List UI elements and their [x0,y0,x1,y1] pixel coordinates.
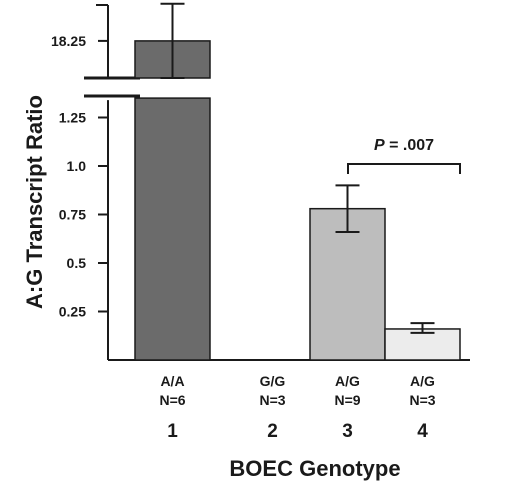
y-ticks: 0.25 0.5 0.75 1.0 1.25 18.25 [51,33,108,320]
y-tick-label: 1.25 [59,110,86,126]
category-genotype-label: A/G [410,373,435,389]
category-genotype-label: A/G [335,373,360,389]
y-axis-label: A:G Transcript Ratio [22,95,47,309]
bar-1-lower [134,97,211,361]
category-n-label: N=6 [159,392,185,408]
y-tick-label: 0.25 [59,304,86,320]
p-value-label: P = .007 [374,137,434,154]
category-genotype-label: G/G [260,373,286,389]
error-bars [160,2,435,334]
category-number-label: 4 [417,421,428,442]
y-tick-label: 1.0 [67,158,87,174]
x-axis-label: BOEC Genotype [229,456,400,481]
significance-annotation: P = .007 [347,137,461,174]
category-n-label: N=9 [334,392,360,408]
y-tick-label-upper: 18.25 [51,33,86,49]
y-tick-label: 0.5 [67,255,87,271]
category-number-label: 2 [267,421,278,442]
category-n-label: N=3 [259,392,285,408]
category-genotype-label: A/A [160,373,184,389]
category-n-label: N=3 [409,392,435,408]
category-number-label: 3 [342,421,353,442]
bars [134,40,461,361]
category-number-label: 1 [167,421,178,442]
category-labels: A/A N=6 1 G/G N=3 2 A/G N=9 3 A/G N=3 4 [159,373,435,442]
y-tick-label: 0.75 [59,207,86,223]
significance-bracket [347,163,461,174]
